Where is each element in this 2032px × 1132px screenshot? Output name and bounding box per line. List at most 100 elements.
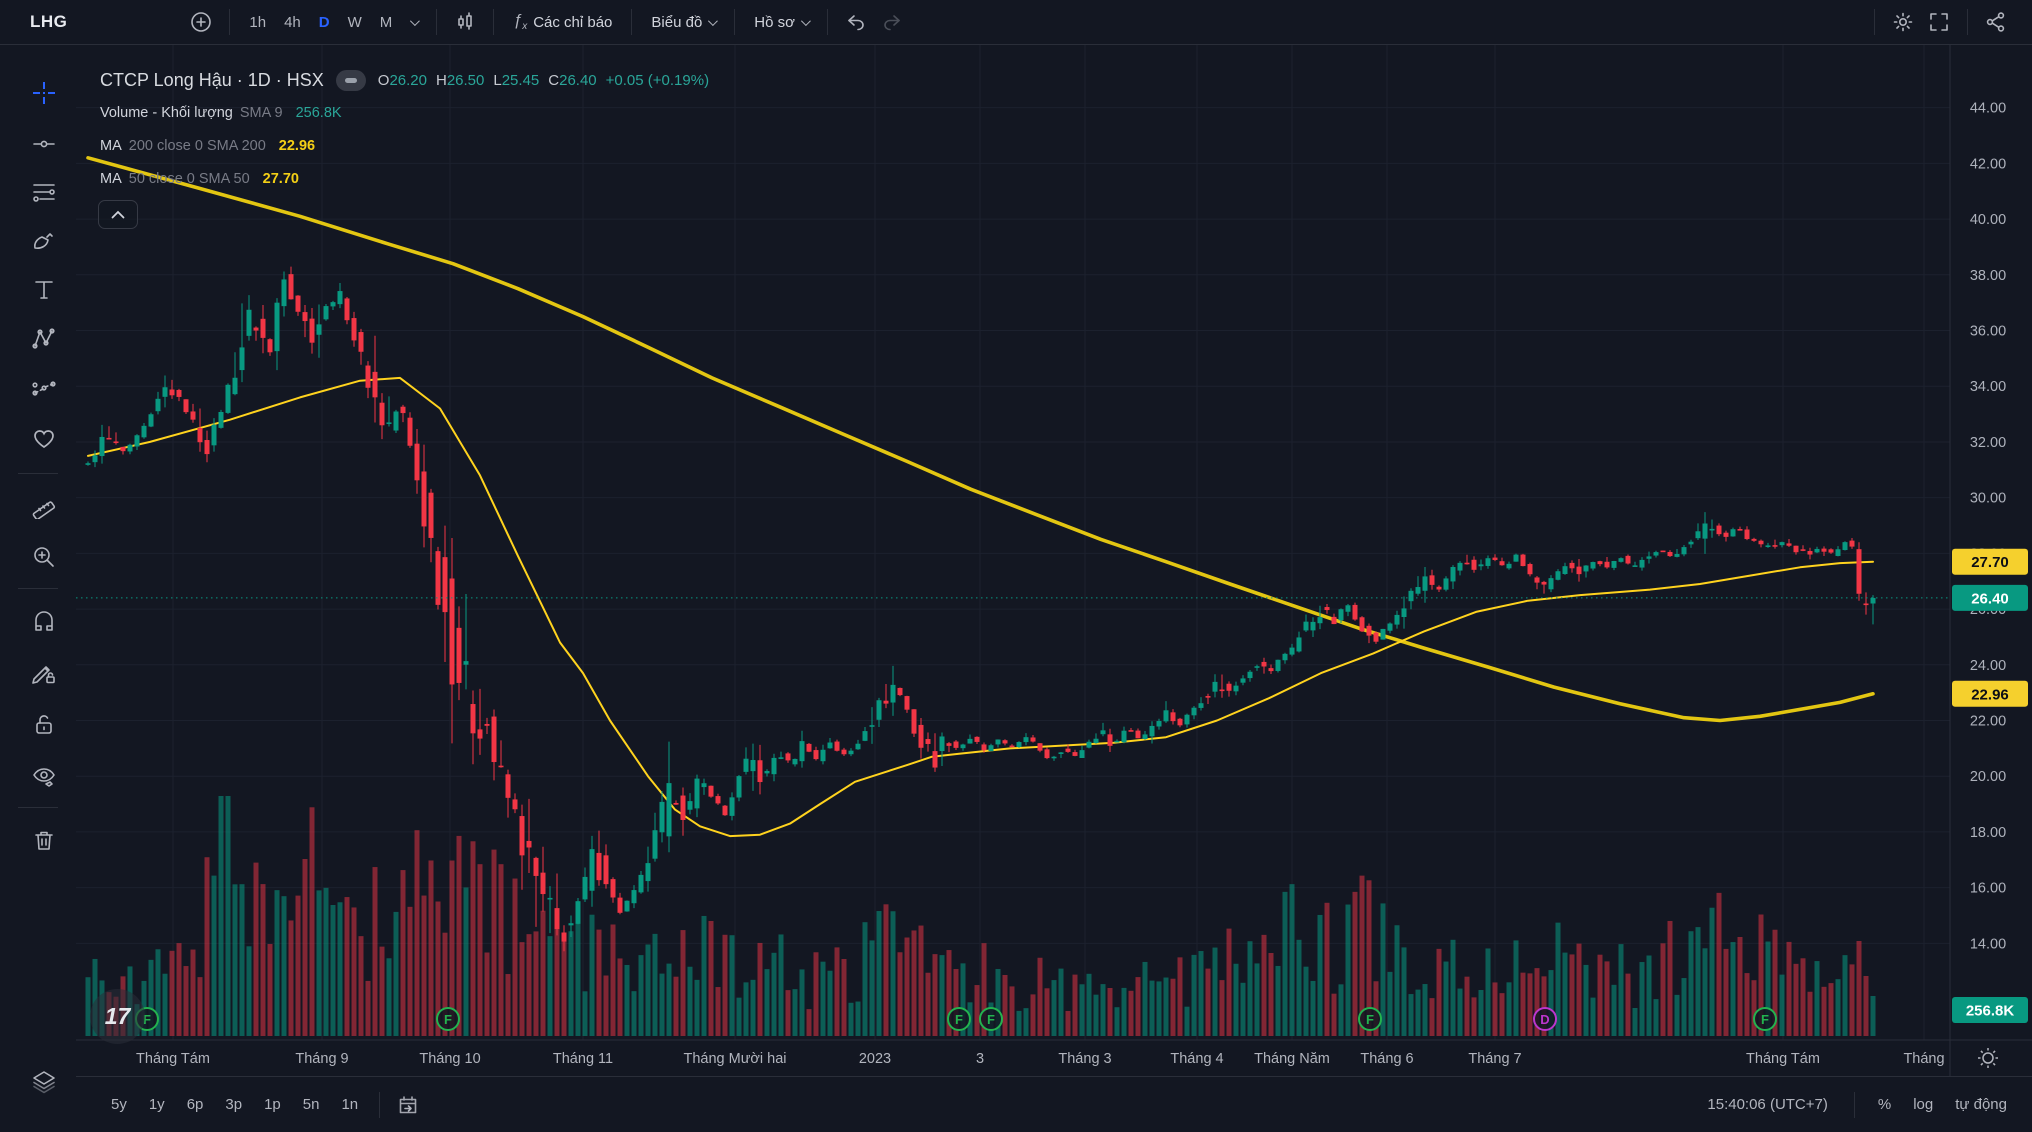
auto-scale-button[interactable]: tự động xyxy=(1955,1096,2007,1113)
interval-menu-chevron[interactable] xyxy=(401,13,426,32)
log-scale-button[interactable]: log xyxy=(1913,1096,1934,1113)
legend-collapse-button[interactable] xyxy=(98,200,138,229)
xabcd-pattern-icon[interactable] xyxy=(27,322,61,356)
candle xyxy=(820,749,826,762)
time-label[interactable]: Tháng 6 xyxy=(1360,1051,1413,1067)
range-1n[interactable]: 1n xyxy=(341,1096,359,1113)
candle xyxy=(225,384,231,413)
range-6p[interactable]: 6p xyxy=(186,1096,204,1113)
time-label[interactable]: Tháng Năm xyxy=(1254,1051,1330,1067)
range-5y[interactable]: 5y xyxy=(111,1096,127,1113)
interval-4h[interactable]: 4h xyxy=(284,13,301,31)
tradingview-logo[interactable]: 17 xyxy=(90,989,145,1044)
time-label[interactable]: Tháng 4 xyxy=(1170,1051,1223,1067)
fib-retracement-icon[interactable] xyxy=(27,175,61,209)
volume-bar xyxy=(1485,948,1491,1036)
price-tick: 34.00 xyxy=(1970,379,2006,395)
candle xyxy=(967,738,973,744)
marker-F[interactable]: F xyxy=(947,1007,971,1031)
candle xyxy=(729,797,735,816)
candle xyxy=(960,744,966,749)
settings-gear-icon[interactable] xyxy=(1885,4,1921,40)
clock[interactable]: 15:40:06 (UTC+7) xyxy=(1707,1096,1828,1113)
candle xyxy=(1870,597,1876,604)
candle xyxy=(1149,725,1155,737)
chart-area[interactable]: F F F F F D F 44.00 42.00 40.00 38.00 36.00 34.00 32.… xyxy=(76,45,2032,1076)
remove-drawings-icon[interactable] xyxy=(27,823,61,857)
chart-style-icon[interactable] xyxy=(447,4,483,40)
candle xyxy=(813,750,819,760)
fullscreen-icon[interactable] xyxy=(1921,4,1957,40)
volume-bar xyxy=(715,987,721,1036)
volume-bar xyxy=(1821,986,1827,1036)
volume-bar xyxy=(645,944,651,1036)
volume-bar xyxy=(344,897,350,1036)
candle xyxy=(1527,564,1533,575)
symbol-title[interactable]: CTCP Long Hậu · 1D · HSX xyxy=(100,69,324,90)
forecast-icon[interactable] xyxy=(27,371,61,405)
trend-line-icon[interactable] xyxy=(27,127,61,161)
zoom-in-icon[interactable] xyxy=(27,540,61,574)
time-label[interactable]: Tháng Mười hai xyxy=(683,1051,786,1067)
crosshair-icon[interactable] xyxy=(27,76,61,110)
draw-lock-icon[interactable] xyxy=(27,656,61,690)
volume-bar xyxy=(1366,880,1372,1036)
magnet-icon[interactable] xyxy=(27,607,61,641)
range-3p[interactable]: 3p xyxy=(225,1096,243,1113)
volume-bar xyxy=(1597,954,1603,1036)
time-label[interactable]: 2023 xyxy=(859,1051,891,1067)
ruler-icon[interactable] xyxy=(27,489,61,523)
volume-bar xyxy=(897,952,903,1036)
volume-legend-row[interactable]: Volume - Khối lượng SMA 9 256.8K xyxy=(100,104,342,121)
marker-F[interactable]: F xyxy=(1753,1007,1777,1031)
candle xyxy=(932,751,938,768)
profile-menu-button[interactable]: Hồ sơ xyxy=(745,8,817,37)
time-label[interactable]: Tháng 10 xyxy=(419,1051,480,1067)
chart-menu-button[interactable]: Biểu đồ xyxy=(642,8,724,37)
interval-D[interactable]: D xyxy=(318,13,330,31)
time-label[interactable]: Tháng 11 xyxy=(553,1051,613,1067)
ma200-legend-row[interactable]: MA 200 close 0 SMA 200 22.96 xyxy=(100,137,316,154)
time-label[interactable]: Tháng xyxy=(1903,1051,1944,1067)
marker-F[interactable]: F xyxy=(979,1007,1003,1031)
marker-F[interactable]: F xyxy=(436,1007,460,1031)
lock-all-icon[interactable] xyxy=(27,707,61,741)
percent-scale-button[interactable]: % xyxy=(1877,1096,1892,1113)
candle xyxy=(939,736,945,752)
candle xyxy=(827,742,833,749)
indicators-button[interactable]: ƒx Các chỉ báo xyxy=(513,11,613,33)
ma50-legend-row[interactable]: MA 50 close 0 SMA 50 27.70 xyxy=(100,170,299,187)
hide-symbol-icon[interactable] xyxy=(335,69,366,91)
time-label[interactable]: Tháng 7 xyxy=(1468,1051,1521,1067)
marker-D[interactable]: D xyxy=(1533,1007,1557,1031)
range-5n[interactable]: 5n xyxy=(302,1096,320,1113)
time-label[interactable]: Tháng 9 xyxy=(295,1051,348,1067)
candle xyxy=(897,687,903,696)
hide-drawings-icon[interactable] xyxy=(27,760,61,794)
brush-icon[interactable] xyxy=(27,224,61,258)
range-1y[interactable]: 1y xyxy=(148,1096,165,1113)
redo-icon[interactable] xyxy=(874,4,910,40)
range-1p[interactable]: 1p xyxy=(264,1096,281,1113)
volume-bar xyxy=(1569,954,1575,1036)
text-tool-icon[interactable] xyxy=(27,273,61,307)
candle xyxy=(631,890,637,904)
time-label[interactable]: 3 xyxy=(976,1051,984,1067)
axis-settings-icon[interactable] xyxy=(1978,1048,1998,1068)
emoji-icon[interactable] xyxy=(27,422,61,456)
interval-M[interactable]: M xyxy=(379,13,393,31)
volume-bar xyxy=(995,968,1001,1036)
undo-icon[interactable] xyxy=(838,4,874,40)
object-tree-icon[interactable] xyxy=(27,1065,61,1099)
interval-W[interactable]: W xyxy=(347,13,362,31)
go-to-date-icon[interactable] xyxy=(390,1087,426,1123)
volume-bar xyxy=(1478,989,1484,1036)
interval-1h[interactable]: 1h xyxy=(249,13,267,31)
time-label[interactable]: Tháng Tám xyxy=(136,1051,210,1067)
symbol-name[interactable]: LHG xyxy=(30,12,68,31)
share-icon[interactable] xyxy=(1978,4,2014,40)
marker-F[interactable]: F xyxy=(1358,1007,1382,1031)
time-label[interactable]: Tháng 3 xyxy=(1058,1051,1111,1067)
compare-add-icon[interactable] xyxy=(183,4,219,40)
time-label[interactable]: Tháng Tám xyxy=(1746,1051,1820,1067)
